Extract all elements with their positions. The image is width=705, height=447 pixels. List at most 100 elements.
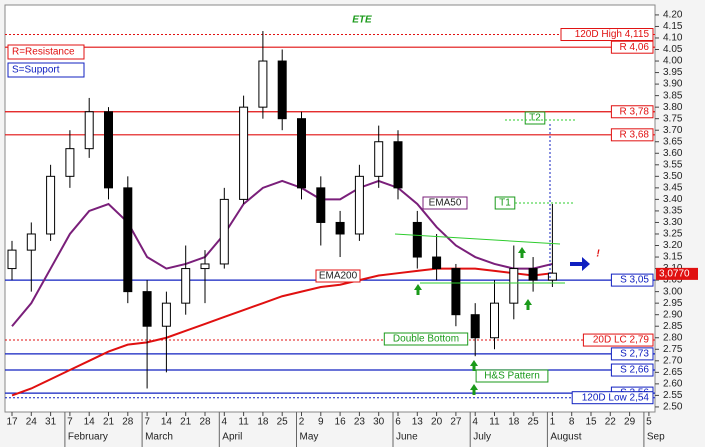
x-tick-label: 7	[67, 417, 73, 428]
candle-body	[65, 148, 75, 177]
y-tick-label: 3.95	[663, 67, 683, 78]
y-tick-label: 3.55	[663, 159, 683, 170]
y-tick-label: 2.65	[663, 367, 683, 378]
ema-line	[11, 179, 553, 327]
x-tick-label: 31	[45, 417, 57, 428]
level-label-box	[571, 391, 654, 405]
month-label: February	[68, 432, 108, 443]
candle-body	[451, 268, 461, 316]
x-tick-label: 22	[605, 417, 617, 428]
y-tick-label: 4.00	[663, 56, 683, 67]
y-tick-label: 3.65	[663, 136, 683, 147]
plot-area	[4, 4, 656, 413]
x-tick-label: 2	[299, 417, 305, 428]
annotation-box	[475, 369, 549, 383]
candle-body	[412, 221, 422, 258]
x-tick-label: 21	[180, 417, 192, 428]
y-tick-label: 3.30	[663, 217, 683, 228]
blue-arrow	[570, 257, 590, 271]
annotation: Double Bottom	[393, 334, 459, 345]
y-tick-label: 3.35	[663, 206, 683, 217]
y-tick-label: 2.75	[663, 344, 683, 355]
green-arrow	[470, 384, 478, 395]
candle-body	[297, 118, 306, 189]
annotation: !	[596, 249, 600, 260]
chart-title: ETE	[352, 15, 372, 26]
y-tick-label: 3.80	[663, 102, 683, 113]
x-tick-label: 14	[84, 417, 96, 428]
legend-box	[7, 62, 85, 78]
level-label-box	[560, 28, 654, 42]
candle-body	[46, 175, 56, 235]
level-label: R 3,78	[620, 106, 650, 117]
candle-body	[84, 111, 94, 150]
candle-body	[393, 141, 403, 189]
y-tick-label: 4.10	[663, 33, 683, 44]
x-tick-label: 1	[550, 417, 556, 428]
neckline	[394, 233, 561, 245]
x-tick-label: 14	[161, 417, 173, 428]
y-tick-label: 3.75	[663, 113, 683, 124]
x-tick-label: 16	[335, 417, 347, 428]
month-label: March	[145, 432, 173, 443]
x-tick-label: 24	[26, 417, 38, 428]
x-tick-label: 4	[472, 417, 478, 428]
month-label: April	[222, 432, 242, 443]
candle-body	[219, 198, 229, 265]
candle-body	[509, 268, 519, 304]
month-label: August	[550, 432, 581, 443]
candle-body	[490, 302, 499, 339]
green-arrow	[524, 299, 532, 310]
y-tick-label: 3.15	[663, 252, 683, 263]
y-tick-label: 3.50	[663, 171, 683, 182]
y-tick-label: 3.40	[663, 194, 683, 205]
y-tick-label: 2.60	[663, 379, 683, 390]
y-tick-label: 2.55	[663, 390, 683, 401]
x-tick-label: 27	[450, 417, 462, 428]
legend-box	[7, 44, 85, 60]
candle-body	[181, 268, 191, 304]
level-label-box	[610, 105, 654, 119]
y-tick-label: 3.00	[663, 286, 683, 297]
x-tick-label: 6	[395, 417, 401, 428]
x-tick-label: 18	[257, 417, 269, 428]
y-tick-label: 2.90	[663, 309, 683, 320]
legend-label: R=Resistance	[12, 47, 75, 58]
month-label: July	[473, 432, 491, 443]
candle-body	[316, 187, 326, 223]
candle-body	[161, 302, 171, 327]
x-tick-label: 25	[528, 417, 540, 428]
ema-label-box	[315, 269, 361, 283]
x-tick-label: 17	[6, 417, 18, 428]
candle-body	[7, 249, 17, 270]
candle-body	[547, 272, 557, 281]
last-price-label: 3,0770	[659, 269, 690, 280]
annotation: H&S Pattern	[484, 371, 540, 382]
month-label: Sep	[647, 432, 665, 443]
ema-label: EMA200	[319, 271, 358, 282]
x-tick-label: 11	[489, 417, 500, 428]
level-label-box	[610, 128, 654, 142]
level-label: S 2,66	[620, 365, 649, 376]
level-label: S 2,73	[620, 349, 649, 360]
level-label: 120D Low 2,54	[582, 392, 650, 403]
x-tick-label: 23	[354, 417, 366, 428]
x-tick-label: 7	[144, 417, 150, 428]
candle-body	[335, 221, 345, 235]
y-tick-label: 3.05	[663, 275, 683, 286]
candle-body	[432, 256, 442, 270]
month-label: June	[396, 432, 418, 443]
green-arrow	[470, 360, 478, 371]
level-label-box	[582, 333, 654, 347]
candle-body	[142, 291, 152, 327]
x-tick-label: 11	[238, 417, 249, 428]
annotation: T2	[529, 113, 541, 124]
x-tick-label: 18	[508, 417, 520, 428]
x-tick-label: 30	[373, 417, 385, 428]
x-tick-label: 21	[103, 417, 115, 428]
level-label-box	[610, 347, 654, 361]
ema-label: EMA50	[429, 198, 462, 209]
level-label: 120D High 4,115	[575, 29, 650, 40]
x-tick-label: 5	[646, 417, 652, 428]
